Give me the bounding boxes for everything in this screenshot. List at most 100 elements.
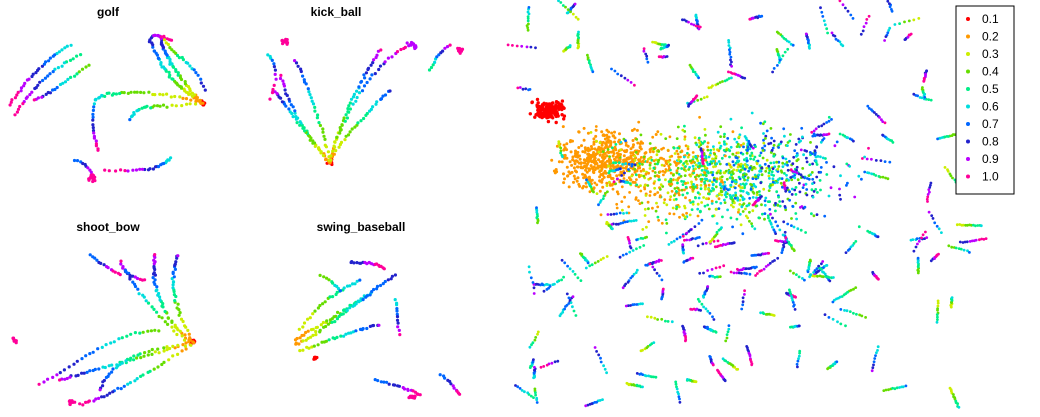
point — [753, 155, 757, 159]
point — [788, 269, 792, 273]
point — [720, 175, 724, 179]
point — [933, 221, 937, 225]
point — [656, 162, 659, 166]
point — [600, 130, 604, 134]
point — [533, 365, 536, 369]
point — [317, 121, 321, 125]
point — [60, 64, 64, 68]
point — [352, 92, 356, 96]
point — [607, 164, 610, 168]
point — [735, 367, 738, 371]
point — [138, 167, 142, 171]
point — [704, 158, 708, 162]
point — [176, 73, 180, 77]
point — [129, 356, 133, 360]
point — [165, 105, 169, 109]
point — [562, 275, 565, 279]
point — [310, 345, 314, 349]
point — [568, 160, 572, 164]
point — [691, 202, 695, 206]
point — [708, 311, 712, 315]
point — [791, 43, 795, 47]
point — [769, 161, 773, 165]
point — [771, 167, 775, 171]
point — [94, 139, 98, 143]
point — [926, 193, 930, 196]
point — [306, 317, 310, 321]
point — [364, 71, 368, 75]
point — [686, 181, 690, 185]
point — [665, 203, 669, 207]
point — [168, 346, 172, 351]
point — [174, 51, 178, 56]
point — [158, 104, 162, 108]
point — [726, 242, 730, 246]
point — [741, 296, 745, 300]
point — [834, 37, 838, 41]
point — [554, 168, 558, 171]
point — [601, 153, 605, 157]
point — [795, 217, 798, 221]
point — [816, 191, 819, 194]
point — [637, 166, 640, 170]
point — [786, 144, 789, 148]
point — [774, 209, 777, 213]
legend-label: 0.5 — [982, 82, 999, 96]
point — [314, 333, 318, 337]
point — [852, 139, 855, 143]
point — [741, 152, 745, 156]
point — [95, 258, 99, 262]
point — [184, 347, 188, 351]
point — [801, 186, 805, 190]
point — [747, 267, 751, 270]
point — [382, 267, 386, 271]
point — [337, 314, 341, 318]
point — [947, 244, 951, 248]
point — [604, 165, 608, 169]
point — [705, 177, 708, 181]
point — [151, 276, 155, 280]
point — [648, 150, 652, 154]
point — [635, 303, 639, 306]
point — [343, 119, 347, 123]
point — [927, 188, 931, 192]
point — [747, 139, 751, 143]
point — [820, 124, 824, 128]
point — [792, 271, 795, 275]
point — [638, 146, 642, 150]
point — [526, 10, 530, 14]
point — [803, 278, 806, 282]
point — [888, 2, 891, 6]
point — [351, 102, 355, 106]
point — [308, 93, 312, 97]
point — [838, 132, 842, 136]
point — [598, 148, 602, 152]
point — [128, 381, 132, 385]
point — [133, 379, 137, 383]
point — [796, 153, 799, 157]
point — [84, 65, 88, 69]
point — [153, 33, 157, 38]
point — [677, 172, 681, 176]
point — [730, 180, 734, 184]
point — [393, 298, 397, 302]
point — [798, 351, 801, 355]
point — [922, 79, 926, 83]
point — [713, 330, 717, 333]
point — [75, 72, 79, 76]
point — [920, 236, 923, 240]
point — [776, 64, 779, 67]
point — [605, 184, 609, 188]
point — [715, 180, 718, 184]
point — [599, 360, 603, 364]
point — [714, 155, 718, 158]
point — [936, 315, 939, 319]
point — [101, 384, 105, 388]
point — [660, 163, 664, 167]
point — [917, 239, 921, 243]
point — [107, 372, 111, 376]
point — [62, 61, 66, 65]
point — [655, 153, 659, 157]
point — [645, 225, 648, 229]
point — [658, 188, 662, 191]
